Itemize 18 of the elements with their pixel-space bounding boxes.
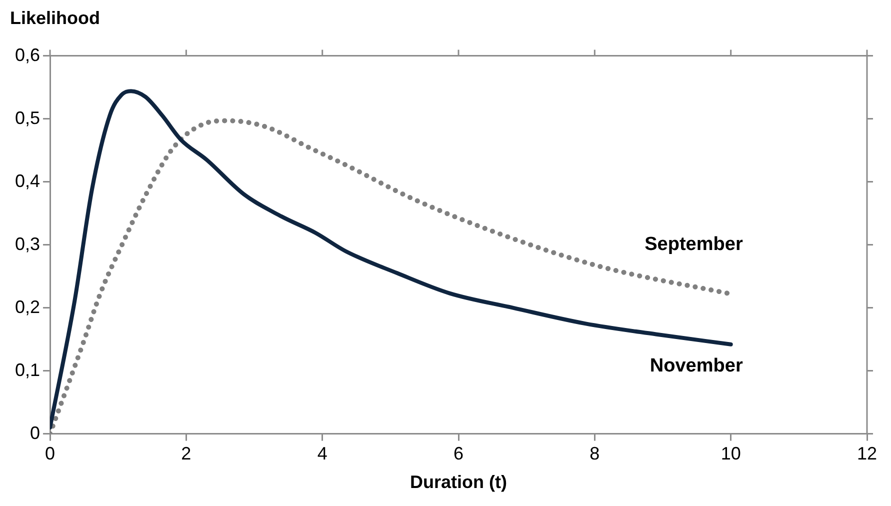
x-tick-label: 2	[181, 444, 192, 464]
x-tick-label: 8	[590, 444, 600, 464]
y-axis-title: Likelihood	[9, 8, 101, 30]
x-tick-label: 0	[45, 444, 56, 464]
x-tick-label: 6	[454, 444, 464, 464]
y-tick-label: 0,3	[14, 234, 40, 254]
x-axis-title: Duration (t)	[410, 472, 508, 492]
y-tick-label: 0,6	[14, 44, 40, 65]
x-tick-label: 12	[856, 444, 878, 464]
y-tick-label: 0,5	[14, 108, 40, 128]
y-tick-label: 0,1	[14, 360, 40, 380]
x-tick-label: 10	[720, 444, 741, 464]
y-tick-label: 0	[30, 422, 40, 443]
series-label: September	[644, 234, 744, 256]
x-tick-label: 4	[317, 444, 328, 464]
series-label: November	[650, 356, 744, 377]
y-tick-label: 0,2	[14, 296, 40, 317]
y-tick-label: 0,4	[14, 170, 40, 191]
